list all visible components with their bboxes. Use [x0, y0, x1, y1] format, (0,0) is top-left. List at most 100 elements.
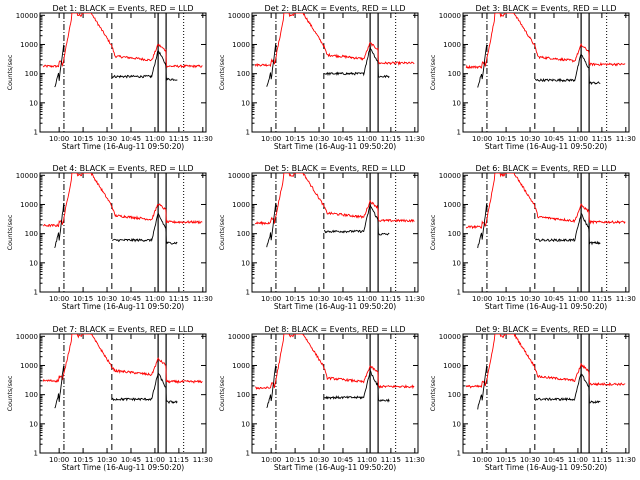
y-tick-label: 10 — [241, 99, 250, 107]
panel-title: Det 5: BLACK = Events, RED = LLD — [265, 164, 406, 173]
panel-title: Det 3: BLACK = Events, RED = LLD — [476, 4, 617, 13]
y-tick-label: 1000 — [20, 41, 38, 49]
y-tick-label: 10 — [241, 259, 250, 267]
x-tick-label: 11:30 — [616, 135, 636, 143]
x-tick-label: 10:15 — [285, 456, 305, 464]
y-tick-label: 1 — [34, 450, 38, 458]
y-tick-label: 1000 — [443, 362, 461, 370]
y-tick-label: 10 — [29, 420, 38, 428]
x-tick-label: 10:00 — [261, 456, 281, 464]
series-events-line — [477, 203, 601, 249]
y-tick-label: 100 — [25, 70, 38, 78]
x-tick-label: 11:00 — [357, 456, 377, 464]
panel-title: Det 7: BLACK = Events, RED = LLD — [53, 325, 194, 334]
y-tick-label: 1 — [34, 289, 38, 297]
x-axis-label: Start Time (16-Aug-11 09:50:20) — [274, 463, 396, 472]
panel-det-2: Det 2: BLACK = Events, RED = LLD 1 10 100 10… — [218, 4, 425, 151]
y-tick-label: 100 — [25, 391, 38, 399]
series-lld-line — [254, 13, 415, 68]
plot-frame — [462, 333, 630, 454]
series-lld-line — [42, 334, 203, 385]
x-tick-label: 10:00 — [49, 295, 69, 303]
x-tick-label: 11:00 — [145, 135, 165, 143]
x-tick-label: 11:30 — [616, 295, 636, 303]
y-tick-label: 10000 — [16, 12, 38, 20]
x-tick-label: 11:00 — [568, 135, 588, 143]
x-axis-label: Start Time (16-Aug-11 09:50:20) — [274, 302, 396, 311]
y-tick-label: 10000 — [228, 12, 250, 20]
y-axis-label: Counts/sec — [6, 214, 14, 250]
panel-det-4: Det 4: BLACK = Events, RED = LLD 1 10 100 10… — [6, 164, 213, 311]
x-tick-label: 10:15 — [73, 456, 93, 464]
x-axis-label: Start Time (16-Aug-11 09:50:20) — [485, 463, 607, 472]
y-tick-label: 10 — [241, 420, 250, 428]
panel-title: Det 9: BLACK = Events, RED = LLD — [476, 325, 617, 334]
x-tick-label: 10:30 — [97, 456, 117, 464]
x-tick-label: 10:45 — [544, 295, 564, 303]
panel-det-9: Det 9: BLACK = Events, RED = LLD 1 10 100 10… — [429, 325, 636, 472]
x-tick-label: 10:30 — [520, 295, 540, 303]
x-tick-label: 11:15 — [381, 135, 401, 143]
y-tick-label: 100 — [237, 230, 250, 238]
x-tick-label: 11:00 — [145, 456, 165, 464]
series-events-line — [54, 202, 178, 249]
x-tick-label: 10:45 — [121, 456, 141, 464]
series-events-line — [54, 365, 178, 409]
x-tick-label: 10:00 — [49, 456, 69, 464]
y-tick-label: 1000 — [443, 41, 461, 49]
y-tick-label: 10000 — [439, 12, 461, 20]
panel-title: Det 1: BLACK = Events, RED = LLD — [53, 4, 194, 13]
x-tick-label: 11:15 — [592, 135, 612, 143]
x-tick-label: 10:00 — [472, 295, 492, 303]
panel-det-6: Det 6: BLACK = Events, RED = LLD 1 10 100 10… — [429, 164, 636, 311]
x-tick-label: 10:30 — [520, 135, 540, 143]
panel-det-5: Det 5: BLACK = Events, RED = LLD 1 10 100 10… — [218, 164, 425, 311]
x-tick-label: 10:00 — [261, 295, 281, 303]
x-tick-label: 10:30 — [309, 456, 329, 464]
x-axis-label: Start Time (16-Aug-11 09:50:20) — [62, 142, 184, 151]
series-lld-line — [465, 13, 626, 70]
y-axis-label: Counts/sec — [218, 214, 226, 250]
y-tick-label: 1 — [246, 289, 250, 297]
y-tick-label: 1000 — [20, 201, 38, 209]
x-tick-label: 11:15 — [169, 295, 189, 303]
x-tick-label: 10:15 — [496, 135, 516, 143]
x-tick-label: 10:15 — [285, 295, 305, 303]
y-axis-label: Counts/sec — [429, 214, 437, 250]
x-tick-label: 11:00 — [145, 295, 165, 303]
x-tick-label: 11:30 — [405, 135, 425, 143]
y-tick-label: 1 — [457, 450, 461, 458]
x-tick-label: 10:30 — [97, 135, 117, 143]
x-tick-label: 11:30 — [616, 456, 636, 464]
panel-det-3: Det 3: BLACK = Events, RED = LLD 1 10 100 10… — [429, 4, 636, 151]
y-tick-label: 1 — [457, 129, 461, 137]
series-events-line — [477, 364, 601, 410]
x-tick-label: 10:45 — [333, 295, 353, 303]
x-tick-label: 11:00 — [568, 456, 588, 464]
x-tick-label: 10:30 — [520, 456, 540, 464]
x-tick-label: 11:30 — [193, 456, 213, 464]
x-tick-label: 10:45 — [333, 456, 353, 464]
y-tick-label: 10000 — [439, 172, 461, 180]
x-tick-label: 10:15 — [73, 295, 93, 303]
y-tick-label: 1 — [34, 129, 38, 137]
x-tick-label: 10:45 — [544, 456, 564, 464]
series-events-line — [477, 44, 601, 88]
x-tick-label: 10:00 — [472, 135, 492, 143]
panel-title: Det 6: BLACK = Events, RED = LLD — [476, 164, 617, 173]
series-lld-line — [43, 173, 203, 228]
series-lld-line — [255, 334, 415, 390]
y-tick-label: 100 — [25, 230, 38, 238]
y-tick-label: 1 — [246, 450, 250, 458]
plot-frame — [39, 333, 207, 454]
y-axis-label: Counts/sec — [429, 375, 437, 411]
y-axis-label: Counts/sec — [6, 375, 14, 411]
x-tick-label: 10:15 — [73, 135, 93, 143]
series-events-line — [266, 202, 390, 248]
x-tick-label: 10:45 — [121, 135, 141, 143]
plot-frame — [462, 12, 630, 133]
x-tick-label: 11:15 — [381, 456, 401, 464]
x-tick-label: 11:00 — [357, 135, 377, 143]
y-tick-label: 10 — [29, 259, 38, 267]
